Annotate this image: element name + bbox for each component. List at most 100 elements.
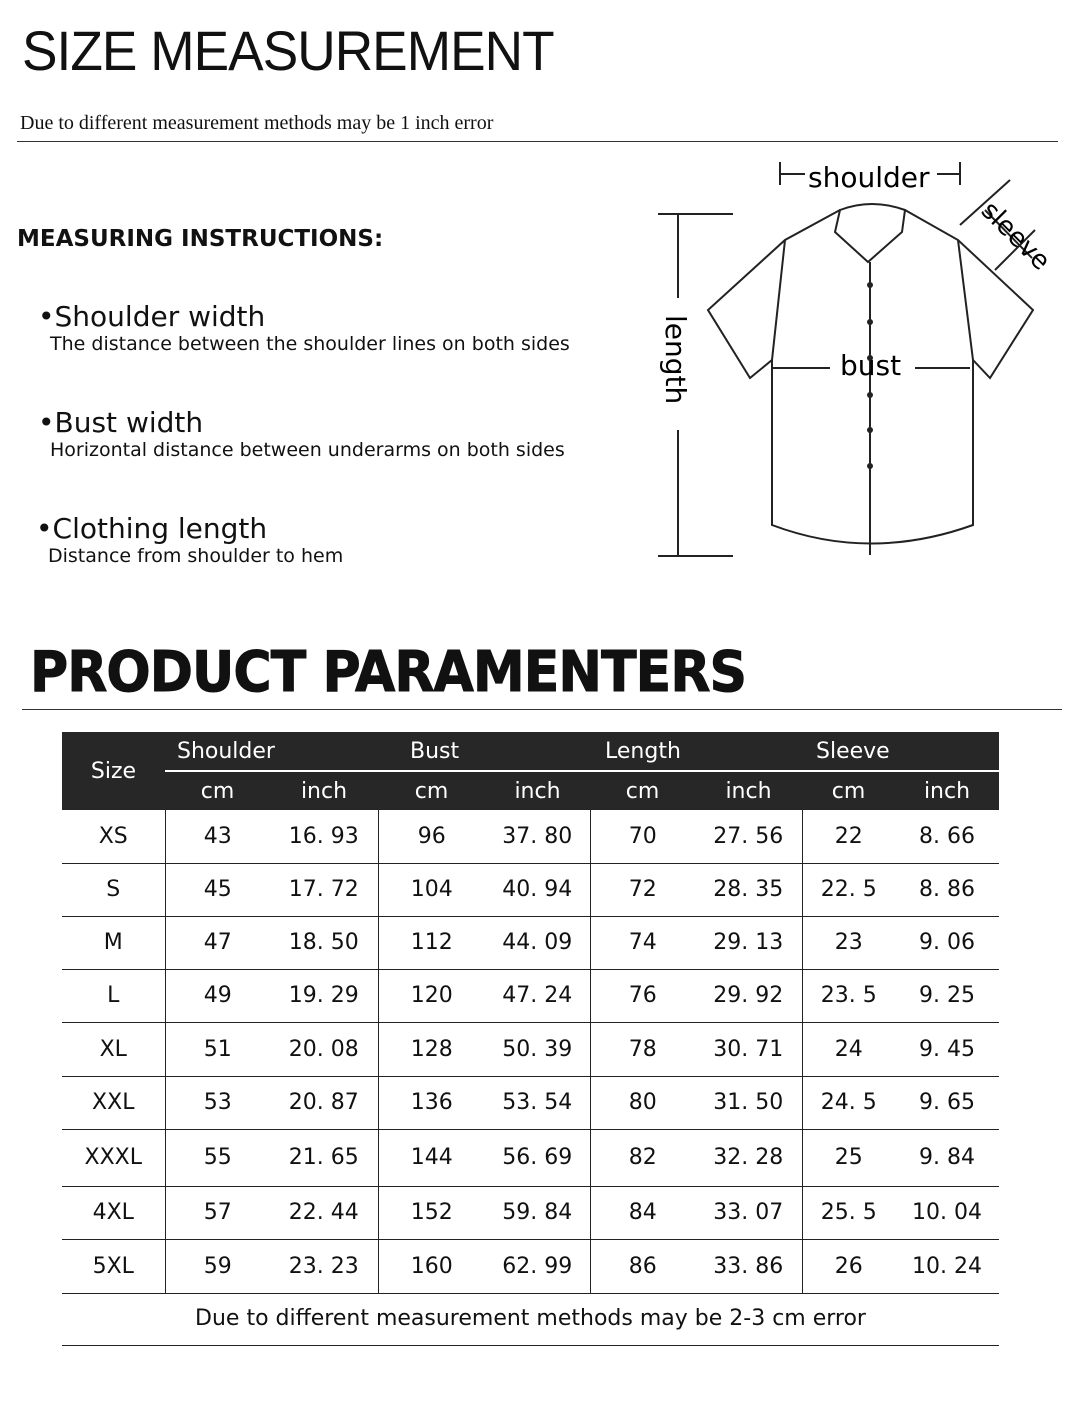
divider	[22, 709, 1062, 710]
value-cell: 70	[589, 810, 695, 864]
value-cell: 17. 72	[270, 863, 378, 917]
value-cell: 23	[801, 916, 895, 970]
value-cell: 9. 06	[895, 916, 999, 970]
instruction-desc: Distance from shoulder to hem	[48, 545, 344, 567]
value-cell: 45	[164, 863, 270, 917]
value-cell: 62. 99	[485, 1239, 590, 1294]
value-cell: 20. 87	[270, 1076, 378, 1130]
unit-header: inch	[270, 771, 378, 810]
table-row: XL 51 20. 08 128 50. 39 78 30. 71 24 9. 45	[62, 1022, 999, 1077]
value-cell: 9. 45	[895, 1022, 999, 1077]
unit-header: cm	[802, 771, 895, 810]
value-cell: 104	[377, 863, 485, 917]
value-cell: 22. 44	[270, 1186, 378, 1240]
value-cell: 33. 86	[695, 1239, 802, 1294]
value-cell: 56. 69	[485, 1129, 590, 1187]
value-cell: 55	[164, 1129, 270, 1187]
unit-header: cm	[590, 771, 695, 810]
table-row: M 47 18. 50 112 44. 09 74 29. 13 23 9. 06	[62, 916, 999, 970]
value-cell: 160	[377, 1239, 485, 1294]
unit-header: inch	[485, 771, 590, 810]
value-cell: 20. 08	[270, 1022, 378, 1077]
value-cell: 8. 86	[895, 863, 999, 917]
value-cell: 96	[377, 810, 485, 864]
value-cell: 27. 56	[695, 810, 802, 864]
size-cell: L	[62, 969, 165, 1023]
value-cell: 25	[801, 1129, 895, 1187]
value-cell: 47. 24	[485, 969, 590, 1023]
instruction-desc: The distance between the shoulder lines …	[50, 333, 570, 355]
unit-header: inch	[895, 771, 999, 810]
value-cell: 112	[377, 916, 485, 970]
instruction-title: •Bust width	[38, 406, 204, 439]
value-cell: 50. 39	[485, 1022, 590, 1077]
shoulder-label: shoulder	[808, 161, 930, 194]
value-cell: 40. 94	[485, 863, 590, 917]
value-cell: 72	[589, 863, 695, 917]
value-cell: 23. 5	[801, 969, 895, 1023]
size-table: Size Shoulder Bust Length Sleeve cm inch c…	[62, 732, 999, 1294]
value-cell: 47	[164, 916, 270, 970]
unit-header: cm	[378, 771, 485, 810]
value-cell: 28. 35	[695, 863, 802, 917]
value-cell: 86	[589, 1239, 695, 1294]
value-cell: 23. 23	[270, 1239, 378, 1294]
value-cell: 59	[164, 1239, 270, 1294]
value-cell: 24. 5	[801, 1076, 895, 1130]
value-cell: 49	[164, 969, 270, 1023]
group-header: Sleeve	[802, 732, 999, 772]
page-title: SIZE MEASUREMENT	[22, 19, 555, 82]
value-cell: 76	[589, 969, 695, 1023]
instruction-length: •Clothing length Distance from shoulder …	[36, 512, 343, 567]
value-cell: 18. 50	[270, 916, 378, 970]
value-cell: 120	[377, 969, 485, 1023]
value-cell: 26	[801, 1239, 895, 1294]
table-footnote: Due to different measurement methods may…	[195, 1306, 866, 1331]
size-header: Size	[62, 732, 165, 810]
value-cell: 33. 07	[695, 1186, 802, 1240]
subtitle-note: Due to different measurement methods may…	[20, 112, 494, 134]
size-cell: XL	[62, 1022, 165, 1077]
size-cell: M	[62, 916, 165, 970]
value-cell: 59. 84	[485, 1186, 590, 1240]
value-cell: 44. 09	[485, 916, 590, 970]
value-cell: 22. 5	[801, 863, 895, 917]
value-cell: 9. 65	[895, 1076, 999, 1130]
value-cell: 136	[377, 1076, 485, 1130]
size-cell: XS	[62, 810, 165, 864]
value-cell: 31. 50	[695, 1076, 802, 1130]
value-cell: 37. 80	[485, 810, 590, 864]
value-cell: 144	[377, 1129, 485, 1187]
value-cell: 29. 13	[695, 916, 802, 970]
value-cell: 84	[589, 1186, 695, 1240]
table-row: XS 43 16. 93 96 37. 80 70 27. 56 22 8. 66	[62, 810, 999, 864]
value-cell: 43	[164, 810, 270, 864]
divider	[17, 141, 1058, 142]
instruction-bust: •Bust width Horizontal distance between …	[38, 406, 565, 461]
size-cell: 4XL	[62, 1186, 165, 1240]
value-cell: 152	[377, 1186, 485, 1240]
value-cell: 30. 71	[695, 1022, 802, 1077]
table-row: XXL 53 20. 87 136 53. 54 80 31. 50 24. 5 9. 65	[62, 1076, 999, 1130]
length-label: length	[659, 315, 692, 404]
value-cell: 29. 92	[695, 969, 802, 1023]
instruction-title: •Shoulder width	[38, 300, 266, 333]
value-cell: 74	[589, 916, 695, 970]
table-row: S 45 17. 72 104 40. 94 72 28. 35 22. 5 8. 86	[62, 863, 999, 917]
table-row: 4XL 57 22. 44 152 59. 84 84 33. 07 25. 5 10. 04	[62, 1186, 999, 1240]
divider	[62, 1345, 999, 1346]
value-cell: 53. 54	[485, 1076, 590, 1130]
value-cell: 24	[801, 1022, 895, 1077]
value-cell: 25. 5	[801, 1186, 895, 1240]
instruction-desc: Horizontal distance between underarms on…	[50, 439, 565, 461]
value-cell: 78	[589, 1022, 695, 1077]
table-row: L 49 19. 29 120 47. 24 76 29. 92 23. 5 9. 25	[62, 969, 999, 1023]
size-cell: 5XL	[62, 1239, 165, 1294]
value-cell: 16. 93	[270, 810, 378, 864]
bust-label: bust	[840, 349, 901, 382]
value-cell: 10. 24	[895, 1239, 999, 1294]
value-cell: 19. 29	[270, 969, 378, 1023]
unit-header: cm	[165, 771, 270, 810]
group-header: Shoulder	[165, 732, 378, 772]
